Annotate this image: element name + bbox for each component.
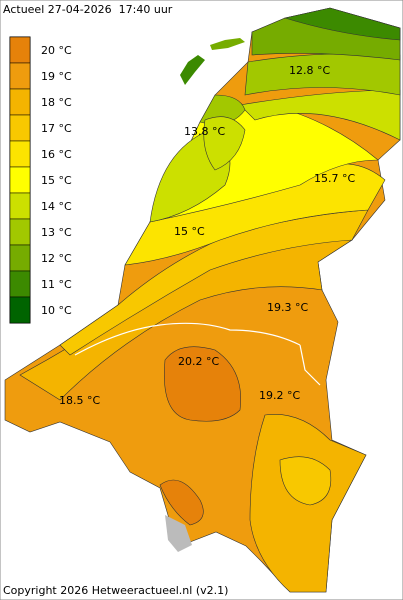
legend-swatch bbox=[9, 192, 31, 220]
map-label: 19.3 °C bbox=[267, 301, 308, 314]
legend-swatch bbox=[9, 166, 31, 194]
legend-label: 16 °C bbox=[41, 148, 72, 161]
legend-swatch bbox=[9, 244, 31, 272]
legend-label: 18 °C bbox=[41, 96, 72, 109]
map-label: 15 °C bbox=[174, 225, 205, 238]
legend-label: 20 °C bbox=[41, 44, 72, 57]
map-label: 12.8 °C bbox=[289, 64, 330, 77]
legend-label: 13 °C bbox=[41, 226, 72, 239]
legend-label: 14 °C bbox=[41, 200, 72, 213]
legend-label: 10 °C bbox=[41, 304, 72, 317]
lake bbox=[203, 116, 246, 171]
legend-label: 19 °C bbox=[41, 70, 72, 83]
zone-11 bbox=[283, 7, 401, 41]
grey-area bbox=[165, 515, 192, 552]
map-label: 19.2 °C bbox=[259, 389, 300, 402]
zone-17 bbox=[279, 456, 332, 506]
copyright: Copyright 2026 Hetweeractueel.nl (v2.1) bbox=[3, 584, 228, 597]
legend-label: 11 °C bbox=[41, 278, 72, 291]
map-label: 18.5 °C bbox=[59, 394, 100, 407]
legend-label: 17 °C bbox=[41, 122, 72, 135]
legend-swatch bbox=[9, 88, 31, 116]
header-title: Actueel 27-04-2026 17:40 uur bbox=[3, 3, 173, 16]
border bbox=[74, 322, 321, 386]
map-label: 15.7 °C bbox=[314, 172, 355, 185]
zone-17-north bbox=[59, 209, 369, 356]
islands bbox=[210, 38, 245, 50]
legend-swatch bbox=[9, 140, 31, 168]
legend-swatch bbox=[9, 218, 31, 246]
legend-swatch bbox=[9, 270, 31, 298]
map-label: 13.8 °C bbox=[184, 125, 225, 138]
legend-swatch bbox=[9, 114, 31, 142]
legend-swatch bbox=[9, 36, 31, 64]
map-label: 20.2 °C bbox=[178, 355, 219, 368]
legend-label: 12 °C bbox=[41, 252, 72, 265]
legend-swatch bbox=[9, 62, 31, 90]
legend-swatch bbox=[9, 296, 31, 324]
islands bbox=[180, 55, 205, 85]
zone-20 bbox=[159, 346, 241, 526]
legend-label: 15 °C bbox=[41, 174, 72, 187]
